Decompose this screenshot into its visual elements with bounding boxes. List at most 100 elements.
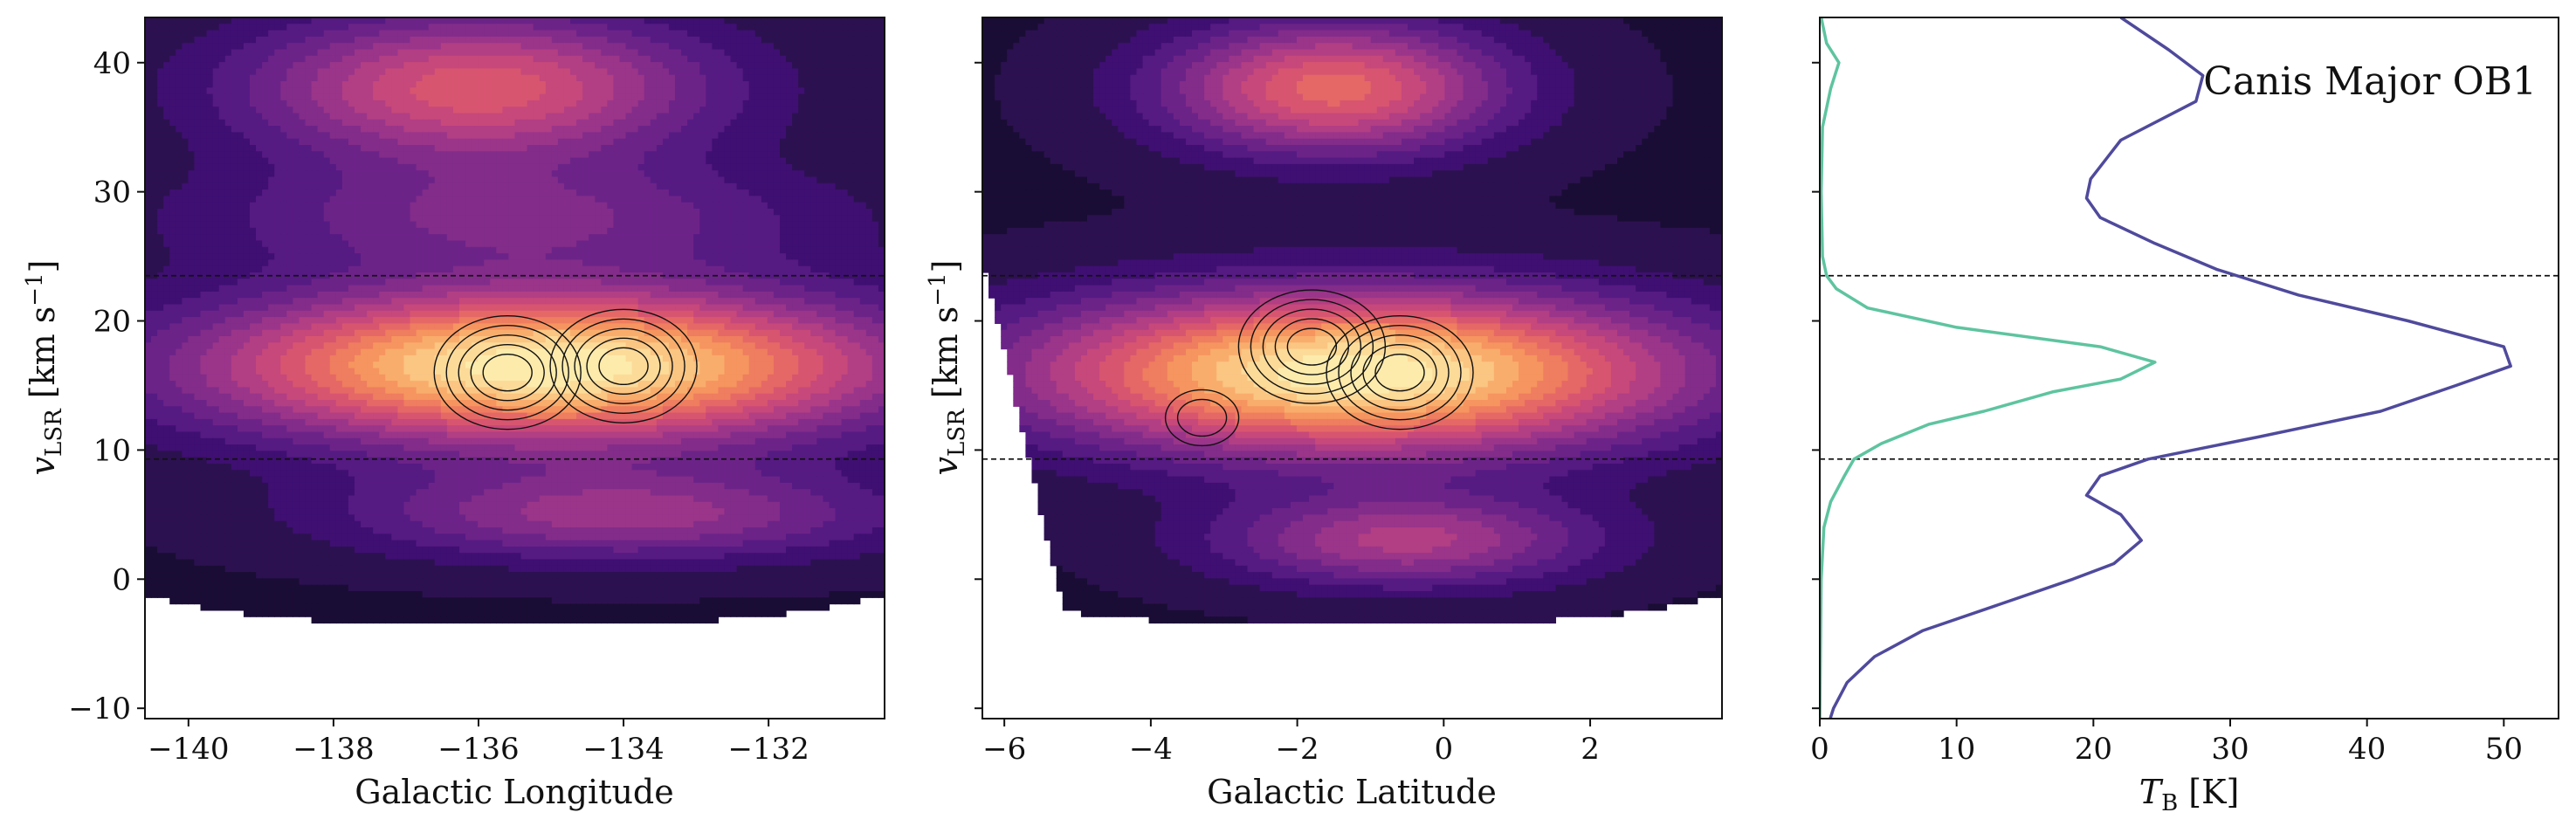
heatmap-cell (218, 43, 226, 51)
heatmap-cell (490, 215, 497, 223)
heatmap-cell (231, 259, 238, 267)
heatmap-cell (730, 182, 738, 190)
heatmap-cell (341, 182, 349, 190)
heatmap-cell (218, 100, 226, 107)
heatmap-cell (681, 163, 688, 171)
heatmap-cell (243, 43, 251, 51)
heatmap-cell (274, 100, 281, 107)
heatmap-cell (478, 189, 485, 196)
heatmap-cell (176, 157, 183, 165)
heatmap-cell (773, 209, 781, 216)
heatmap-cell (706, 138, 713, 146)
heatmap-cell (224, 227, 232, 235)
heatmap-cell (329, 176, 337, 184)
heatmap-cell (182, 107, 189, 114)
heatmap-cell (299, 17, 307, 24)
heatmap-cell (508, 62, 516, 69)
heatmap-cell (163, 87, 170, 95)
heatmap-cell (286, 157, 293, 165)
heatmap-cell (416, 265, 424, 273)
heatmap-cell (323, 157, 331, 165)
heatmap-cell (502, 196, 510, 203)
heatmap-cell (157, 126, 164, 133)
heatmap-cell (871, 209, 879, 216)
heatmap-cell (237, 132, 245, 140)
heatmap-cell (706, 246, 713, 254)
heatmap-cell (416, 138, 424, 146)
heatmap-cell (829, 36, 837, 44)
heatmap-cell (502, 221, 510, 229)
heatmap-cell (293, 81, 300, 88)
heatmap-cell (823, 265, 830, 273)
heatmap-cell (804, 176, 811, 184)
heatmap-cell (379, 132, 386, 140)
heatmap-cell (422, 265, 430, 273)
heatmap-cell (823, 43, 830, 51)
heatmap-cell (712, 93, 720, 101)
heatmap-cell (724, 151, 732, 159)
heatmap-cell (410, 138, 417, 146)
heatmap-cell (520, 189, 528, 196)
heatmap-cell (656, 157, 664, 165)
heatmap-cell (157, 215, 164, 223)
heatmap-cell (767, 107, 775, 114)
heatmap-cell (472, 215, 479, 223)
heatmap-cell (557, 93, 565, 101)
heatmap-cell (539, 215, 547, 223)
heatmap-cell (194, 246, 202, 254)
heatmap-cell (662, 253, 670, 260)
heatmap-cell (182, 234, 189, 242)
heatmap-cell (145, 234, 152, 242)
heatmap-cell (816, 227, 824, 235)
heatmap-cell (299, 132, 307, 140)
heatmap-cell (699, 202, 706, 210)
heatmap-cell (188, 24, 196, 31)
heatmap-cell (446, 209, 454, 216)
heatmap-cell (440, 30, 448, 38)
heatmap-cell (514, 100, 522, 107)
heatmap-cell (428, 234, 436, 242)
heatmap-cell (767, 93, 775, 101)
heatmap-cell (145, 81, 152, 88)
heatmap-cell (224, 253, 232, 260)
heatmap-cell (576, 126, 583, 133)
heatmap-cell (533, 87, 541, 95)
heatmap-cell (212, 202, 220, 210)
heatmap-cell (730, 240, 738, 248)
heatmap-cell (718, 151, 726, 159)
heatmap-cell (305, 87, 313, 95)
heatmap-cell (712, 265, 720, 273)
heatmap-cell (668, 259, 676, 267)
heatmap-cell (428, 107, 436, 114)
heatmap-cell (576, 227, 583, 235)
heatmap-cell (681, 259, 688, 267)
heatmap-cell (687, 215, 694, 223)
heatmap-cell (650, 113, 658, 120)
heatmap-cell (391, 265, 398, 273)
heatmap-cell (176, 227, 183, 235)
heatmap-cell (465, 43, 472, 51)
heatmap-cell (699, 138, 706, 146)
heatmap-cell (403, 113, 411, 120)
heatmap-cell (169, 215, 176, 223)
heatmap-cell (329, 62, 337, 69)
heatmap-cell (484, 163, 491, 171)
heatmap-cell (397, 81, 405, 88)
heatmap-cell (595, 119, 602, 127)
heatmap-cell (557, 132, 565, 140)
heatmap-cell (188, 202, 196, 210)
heatmap-cell (829, 182, 837, 190)
heatmap-cell (706, 93, 713, 101)
heatmap-cell (490, 138, 497, 146)
heatmap-cell (206, 182, 214, 190)
heatmap-cell (712, 234, 720, 242)
heatmap-cell (403, 253, 411, 260)
heatmap-cell (299, 240, 307, 248)
heatmap-cell (681, 93, 688, 101)
heatmap-cell (256, 107, 263, 114)
heatmap-cell (440, 107, 448, 114)
heatmap-cell (176, 221, 183, 229)
heatmap-cell (829, 240, 837, 248)
heatmap-cell (268, 17, 275, 24)
heatmap-cell (182, 272, 189, 279)
